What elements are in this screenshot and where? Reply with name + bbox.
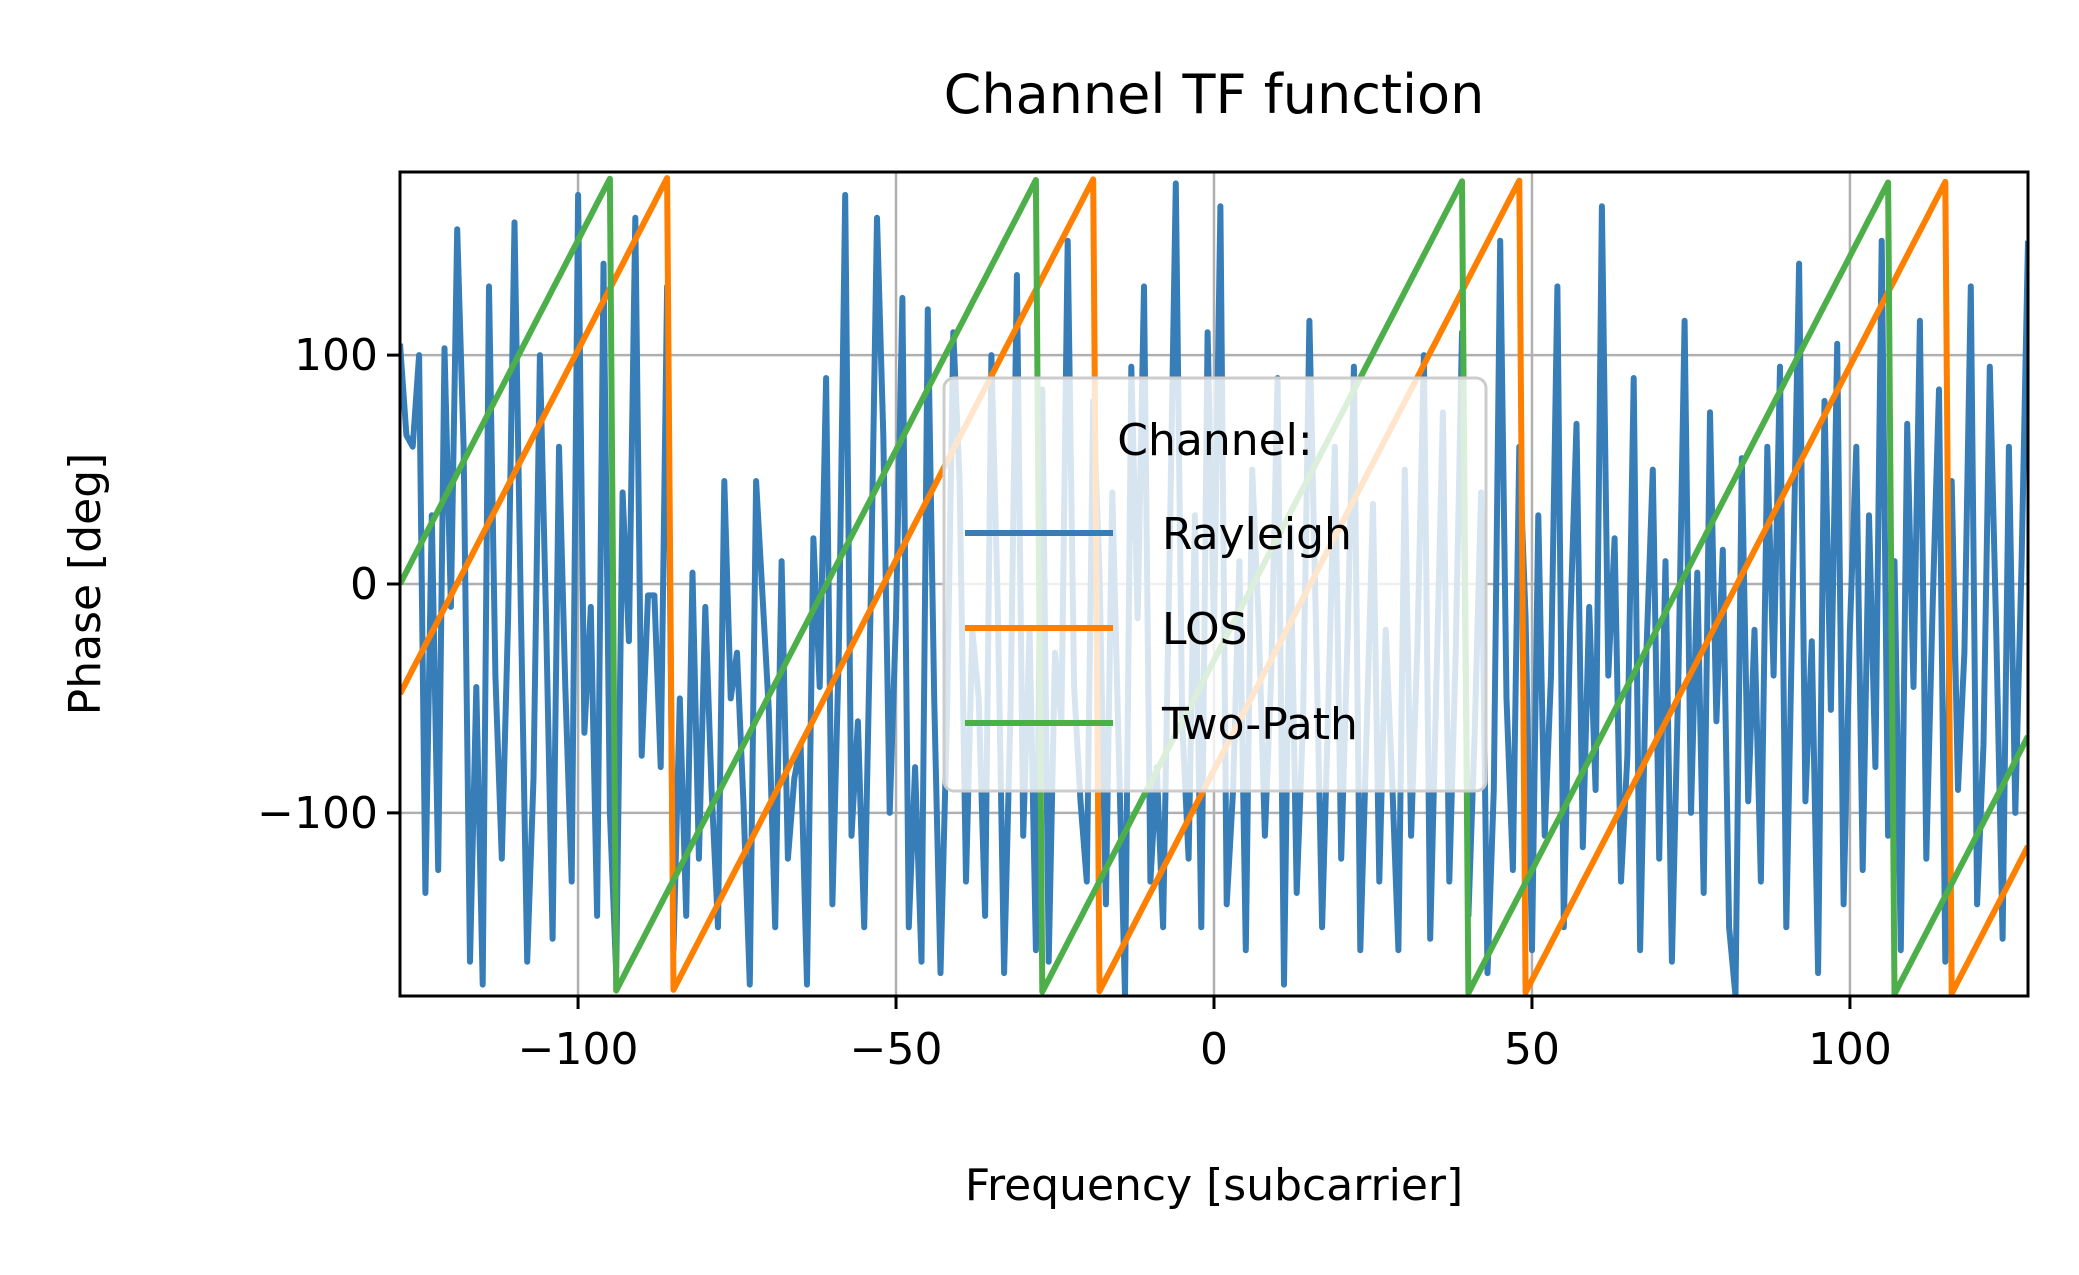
legend: Channel: Rayleigh LOS Two-Path bbox=[942, 376, 1488, 793]
x-tick-label: 100 bbox=[1808, 1024, 1892, 1075]
legend-label: LOS bbox=[1162, 604, 1248, 655]
legend-label: Rayleigh bbox=[1162, 509, 1352, 560]
x-ticks: −100 −50 0 50 100 bbox=[518, 996, 1892, 1075]
x-axis-label: Frequency [subcarrier] bbox=[965, 1160, 1463, 1211]
legend-title: Channel: bbox=[1117, 415, 1312, 466]
x-tick-label: 50 bbox=[1504, 1024, 1560, 1075]
x-tick-label: 0 bbox=[1200, 1024, 1228, 1075]
y-ticks: −100 0 100 bbox=[257, 330, 400, 839]
y-tick-label: 100 bbox=[294, 330, 378, 381]
y-tick-label: 0 bbox=[350, 559, 378, 610]
chart-title: Channel TF function bbox=[944, 63, 1485, 126]
legend-label: Two-Path bbox=[1161, 699, 1358, 750]
legend-entries: Rayleigh LOS Two-Path bbox=[965, 509, 1358, 750]
y-tick-label: −100 bbox=[257, 788, 378, 839]
legend-box bbox=[942, 376, 1488, 793]
x-tick-label: −50 bbox=[850, 1024, 943, 1075]
y-axis-label: Phase [deg] bbox=[60, 453, 111, 716]
x-tick-label: −100 bbox=[518, 1024, 639, 1075]
